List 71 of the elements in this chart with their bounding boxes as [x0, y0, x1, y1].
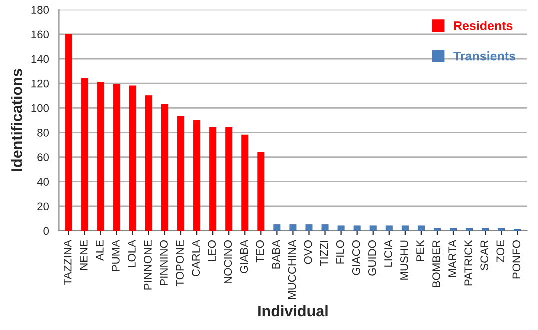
bar: [81, 78, 88, 231]
bar: [274, 224, 281, 231]
x-tick-label: LEO: [208, 240, 216, 262]
y-tick-label: 80: [38, 129, 50, 137]
bar: [354, 226, 361, 231]
x-tick-label: PUMA: [112, 240, 120, 272]
x-tick-label: BABA: [272, 240, 280, 269]
bar: [194, 120, 201, 231]
bar: [129, 86, 136, 231]
x-tick-label: MUCCHINA: [288, 240, 296, 299]
x-tick-label: PEK: [416, 240, 424, 262]
y-tick-label: 140: [32, 55, 50, 64]
x-tick-label: TOPONE: [176, 240, 184, 286]
bar: [370, 226, 377, 231]
x-tick-label: CARLA: [192, 240, 200, 277]
x-tick-label: NENE: [80, 240, 88, 270]
x-tick-label: MARTA: [448, 240, 456, 277]
x-tick-label: TAZZINA: [64, 240, 72, 286]
x-tick-label: PINNONE: [144, 240, 152, 290]
bar: [242, 134, 249, 231]
bar: [418, 226, 425, 231]
x-tick-label: OVO: [304, 240, 312, 264]
x-tick-label: BOMBER: [432, 240, 440, 288]
bar: [450, 228, 457, 231]
y-tick-label: 100: [32, 104, 50, 112]
x-tick-label: FILO: [336, 240, 344, 264]
bar: [306, 224, 313, 231]
bar: [482, 228, 490, 231]
x-axis-title: Individual: [258, 305, 328, 317]
bar: [402, 226, 409, 231]
x-tick-label: PATRICK: [464, 240, 473, 286]
y-tick-label: 120: [32, 80, 50, 88]
x-tick-label: GUIDO: [368, 240, 376, 276]
bar: [498, 228, 506, 231]
x-tick-label: MUSHU: [400, 240, 408, 280]
bar: [145, 96, 152, 231]
y-tick-label: 40: [37, 178, 50, 186]
x-tick-label: GIABA: [240, 240, 248, 274]
x-tick-label: NOCINO: [224, 240, 232, 284]
x-tick-label: ALE: [96, 240, 104, 262]
bar: [386, 226, 393, 231]
bar: [161, 104, 168, 231]
bar: [226, 128, 233, 231]
x-tick-label: TIZZI: [320, 241, 328, 266]
y-tick-label: 20: [38, 202, 50, 211]
y-tick-label: 160: [32, 30, 50, 39]
bar: [210, 128, 217, 231]
x-tick-label: PINNINO: [160, 240, 168, 286]
x-tick-label: TEO: [256, 240, 264, 263]
y-tick-label: 180: [32, 6, 50, 14]
y-tick-label: 60: [38, 154, 50, 162]
bar: [258, 152, 265, 231]
bar: [466, 228, 474, 231]
x-tick-label: LICIA: [384, 240, 392, 267]
y-axis-title: Identifications: [11, 69, 22, 172]
bar: [338, 226, 345, 231]
x-tick-label: ZOE: [496, 240, 505, 263]
bar: [178, 116, 184, 231]
bar: [113, 84, 120, 231]
x-tick-label: LOLA: [128, 240, 136, 268]
bar: [290, 224, 297, 231]
x-tick-label: PONFO: [512, 240, 521, 279]
legend-label: Transients: [454, 52, 516, 61]
x-tick-label: SCAR: [480, 240, 489, 270]
legend-label: Residents: [454, 21, 513, 30]
bar: [97, 82, 104, 231]
bar: [434, 228, 441, 231]
bar: [322, 224, 329, 231]
y-tick-label: 0: [44, 227, 50, 236]
bar: [65, 34, 72, 231]
x-tick-label: GIACO: [352, 240, 360, 276]
